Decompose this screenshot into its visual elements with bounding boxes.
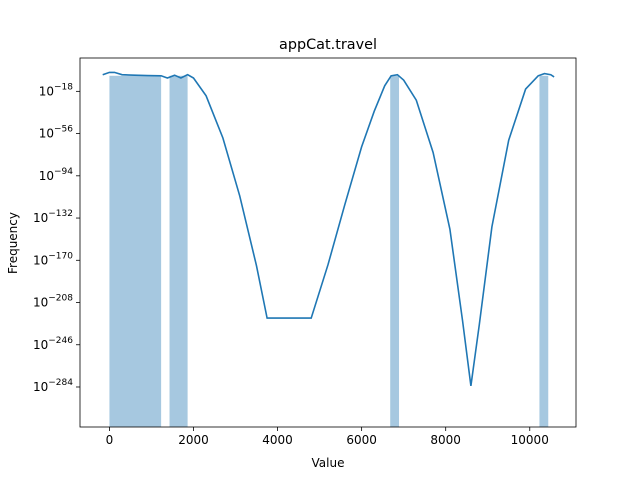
y-tick-label: 10−94 <box>39 167 74 183</box>
x-axis: 0 2000 4000 6000 8000 10000 <box>106 427 549 447</box>
x-tick-label: 0 <box>106 433 114 447</box>
y-tick-label: 10−132 <box>33 209 73 225</box>
plot-frame <box>79 57 577 428</box>
y-axis-label: Frequency <box>6 212 20 274</box>
kde-curve <box>102 71 555 387</box>
y-tick-label: 10−246 <box>33 336 73 352</box>
y-tick-label: 10−18 <box>39 82 74 98</box>
y-axis: 10−18 10−56 10−94 10−132 10−170 10−208 10−246 1… <box>33 82 80 394</box>
x-tick-label: 10000 <box>511 433 549 447</box>
histogram-bars <box>109 75 549 427</box>
histogram-bar-1 <box>109 75 162 427</box>
x-tick-label: 2000 <box>178 433 209 447</box>
y-tick-label: 10−208 <box>33 294 73 310</box>
y-tick-label: 10−170 <box>33 251 73 267</box>
x-tick-label: 8000 <box>430 433 461 447</box>
histogram-bar-3 <box>390 75 400 427</box>
histogram-bar-4 <box>539 75 549 427</box>
x-tick-label: 4000 <box>262 433 293 447</box>
y-tick-label: 10−56 <box>39 125 74 141</box>
histogram-bar-2 <box>169 75 188 427</box>
x-axis-label: Value <box>312 456 345 470</box>
y-tick-label: 10−284 <box>33 378 73 394</box>
chart-title: appCat.travel <box>279 37 377 53</box>
x-tick-label: 6000 <box>346 433 377 447</box>
